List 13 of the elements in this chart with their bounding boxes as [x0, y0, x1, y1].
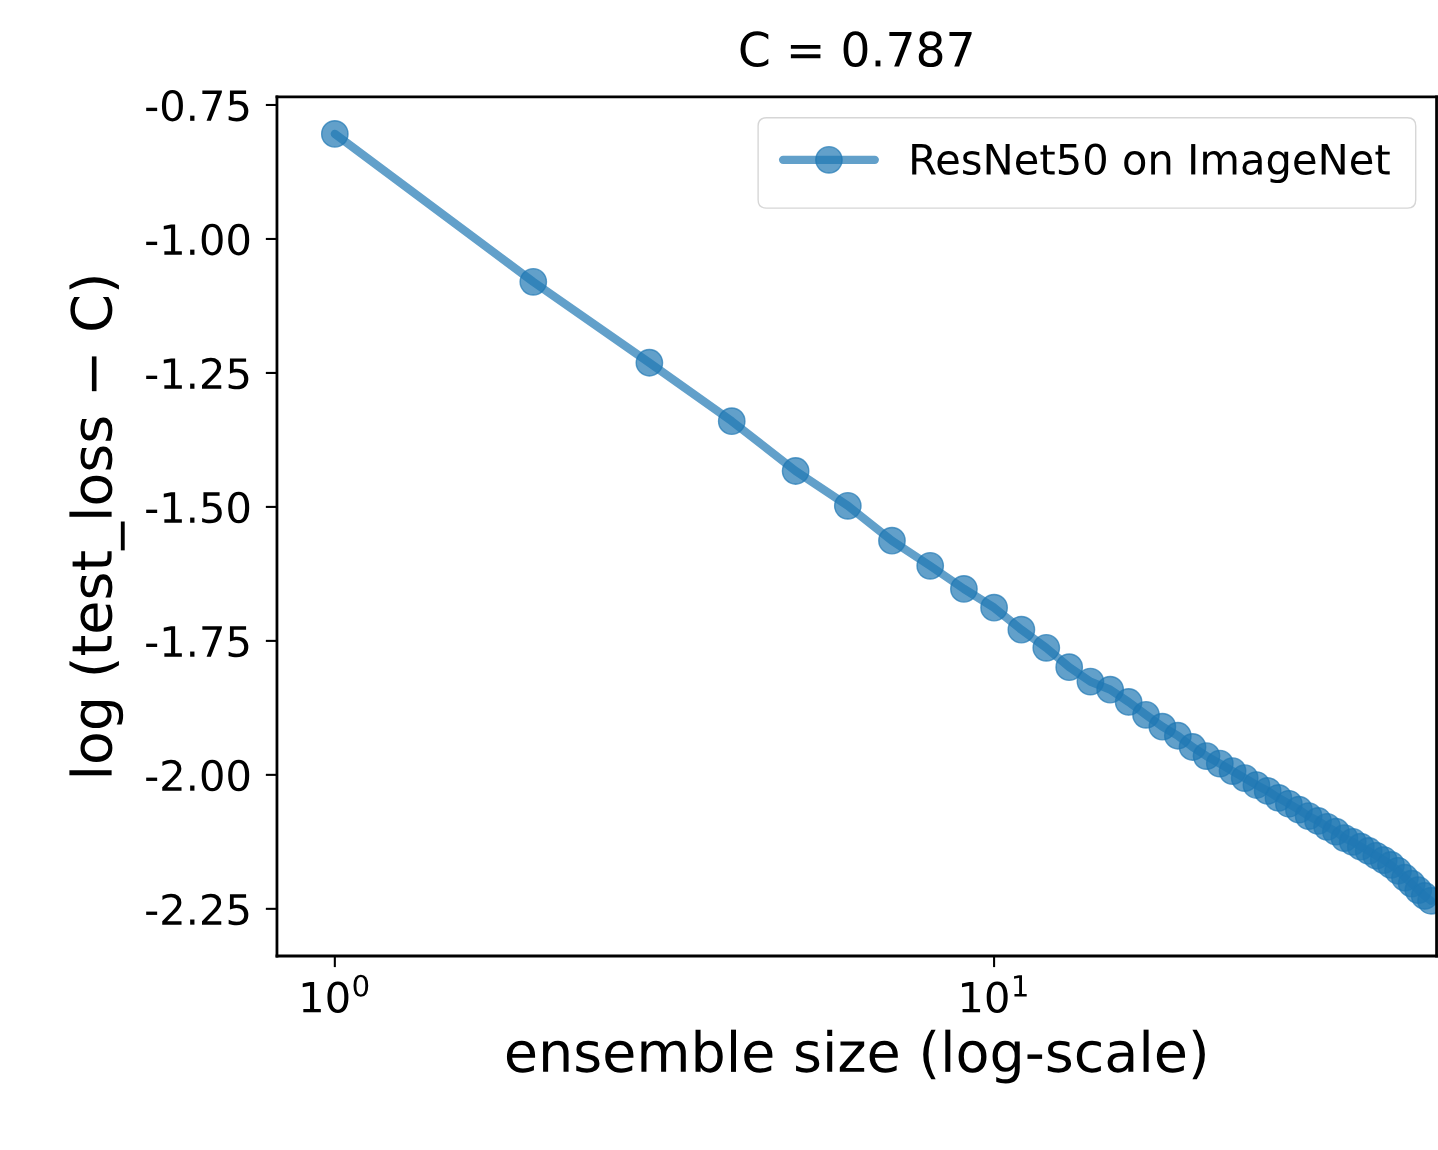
y-tick-label: -1.25 — [146, 357, 249, 390]
y-tick-label: -0.75 — [146, 89, 249, 122]
y-tick-label: -1.50 — [146, 491, 250, 524]
y-tick-label: -1.00 — [146, 223, 250, 256]
chart-title: C = 0.787 — [740, 31, 972, 68]
x-tick-label: 10$^{0}$ — [302, 974, 369, 1013]
y-tick-label: -2.25 — [146, 893, 249, 926]
y-tick-label: -1.75 — [146, 626, 249, 658]
x-tick-label: 10$^{1}$ — [962, 975, 1027, 1013]
y-axis-title: log (test_loss − C) — [69, 277, 125, 776]
legend-label: ResNet50 on ImageNet — [912, 143, 1390, 184]
y-tick-label: -2.00 — [146, 759, 250, 792]
x-axis-title: ensemble size (log-scale) — [506, 1029, 1205, 1084]
